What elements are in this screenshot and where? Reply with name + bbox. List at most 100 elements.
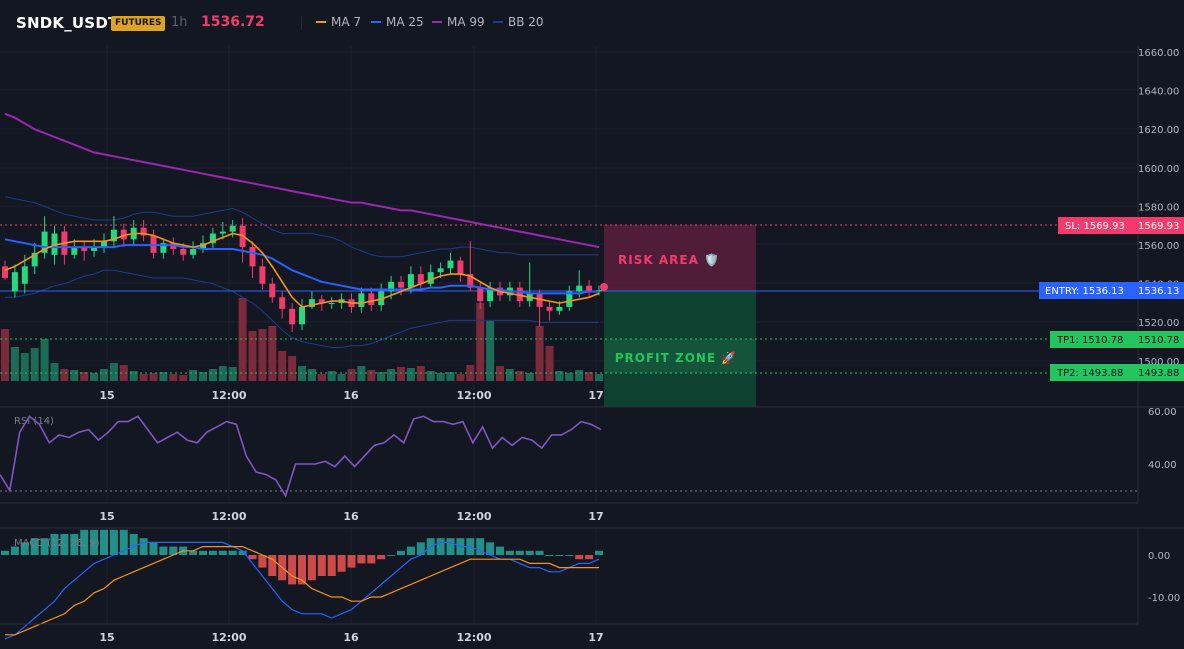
- candle: [130, 220, 137, 246]
- volume-bar: [436, 373, 445, 381]
- candle: [467, 241, 474, 292]
- candle: [110, 216, 117, 248]
- macd-hist-bar: [367, 555, 376, 564]
- price-tick-label: 1600.00: [1138, 164, 1179, 175]
- legend-bb20-label: BB 20: [508, 15, 544, 29]
- macd-hist-bar: [545, 555, 554, 556]
- macd-hist-bar: [268, 555, 277, 576]
- volume-bar: [377, 372, 386, 381]
- candle-body: [398, 281, 404, 288]
- volume-bar: [248, 331, 257, 381]
- candle: [546, 301, 553, 321]
- volume-bar: [268, 326, 277, 381]
- candle-body: [546, 306, 553, 311]
- candle-body: [328, 303, 335, 305]
- candle: [487, 281, 494, 307]
- tp1-tag[interactable]: TP1: 1510.78 1510.78: [1050, 331, 1184, 348]
- macd-hist-bar: [555, 555, 564, 556]
- macd-hist-bar: [218, 550, 227, 555]
- volume-bar: [575, 370, 584, 381]
- candle: [477, 281, 484, 309]
- volume-bar: [347, 369, 356, 381]
- volume-bar: [218, 366, 227, 381]
- candle-body: [407, 274, 414, 288]
- volume-bar: [387, 369, 396, 381]
- candle-body: [101, 241, 107, 248]
- entry-tag[interactable]: ENTRY: 1536.13 1536.13: [1039, 282, 1184, 299]
- volume-bar: [119, 365, 128, 381]
- volume-bar: [1, 329, 9, 381]
- candle-body: [219, 231, 226, 234]
- sl-tag[interactable]: SL: 1569.93 1569.93: [1058, 217, 1184, 234]
- macd-hist-bar: [515, 550, 524, 555]
- ma7-swatch-icon: [316, 21, 326, 23]
- tp2-tag[interactable]: TP2: 1493.88 1493.88: [1050, 364, 1184, 381]
- volume-bar: [228, 367, 237, 381]
- macd-hist-bar: [298, 555, 306, 585]
- legend-ma25[interactable]: MA 25: [371, 15, 424, 29]
- candle-body: [71, 247, 78, 255]
- candle-body: [110, 229, 117, 242]
- volume-bar: [129, 371, 138, 381]
- volume-bar: [208, 369, 217, 381]
- candle: [378, 283, 385, 311]
- timeframe-label[interactable]: 1h: [171, 15, 188, 30]
- volume-bar: [20, 353, 29, 381]
- candle-body: [467, 274, 474, 288]
- time-tick-label: 15: [99, 631, 114, 644]
- time-axis-macd[interactable]: 15 12:00 16 12:00 17: [99, 631, 603, 644]
- current-price-dot: [600, 283, 608, 291]
- legend-ma7[interactable]: MA 7: [316, 15, 361, 29]
- volume-bar: [179, 375, 188, 381]
- time-axis-main[interactable]: 15 12:00 16 12:00 17: [99, 389, 603, 402]
- macd-hist-bar: [228, 550, 237, 555]
- chart-header: SNDK_USDT FUTURES 1h 1536.72 MA 7 MA 25 …: [0, 0, 1184, 46]
- candle-body: [457, 260, 464, 275]
- symbol-name[interactable]: SNDK_USDT: [16, 14, 119, 32]
- candle: [279, 291, 286, 319]
- candle-body: [358, 293, 365, 307]
- legend-ma99[interactable]: MA 99: [432, 15, 485, 29]
- volume-bar: [30, 348, 39, 381]
- macd-hist-bar: [129, 534, 138, 555]
- candle: [417, 266, 424, 290]
- volume-bar: [189, 370, 198, 381]
- candle: [447, 252, 454, 275]
- candle-body: [190, 248, 197, 255]
- candle-body: [586, 285, 593, 292]
- macd-hist-bar: [446, 538, 455, 555]
- volume-bar: [199, 372, 207, 381]
- time-axis-rsi[interactable]: 15 12:00 16 12:00 17: [99, 510, 603, 523]
- legend-bb20[interactable]: BB 20: [493, 15, 544, 29]
- volume-bar: [525, 373, 534, 381]
- macd-hist-bar: [397, 550, 405, 555]
- candle-body: [477, 287, 484, 302]
- candle-body: [269, 283, 276, 298]
- macd-hist-bar: [565, 555, 574, 556]
- volume-bar: [100, 369, 108, 381]
- macd-hist-bar: [416, 542, 425, 555]
- candle-body: [318, 299, 325, 304]
- candle-body: [200, 243, 206, 249]
- macd-hist-bar: [159, 546, 168, 555]
- ma99-swatch-icon: [432, 21, 442, 23]
- price-axis[interactable]: 1660.00 1640.00 1620.00 1600.00 1580.00 1560.…: [1138, 48, 1179, 368]
- volume-bar: [139, 374, 148, 381]
- risk-area-label: RISK AREA 🛡️: [618, 253, 720, 267]
- candle-body: [299, 306, 305, 325]
- candle-body: [229, 225, 236, 232]
- candle-body: [427, 272, 434, 284]
- candle-body: [81, 247, 88, 251]
- tp1-tag-value: 1510.78: [1138, 335, 1179, 346]
- candle-body: [180, 248, 187, 255]
- time-tick-label: 12:00: [456, 631, 491, 644]
- candle: [368, 287, 375, 311]
- candle: [457, 256, 464, 282]
- tp1-tag-label: TP1: 1510.78: [1056, 335, 1123, 346]
- volume-bar: [426, 371, 435, 381]
- volume-bar: [238, 298, 247, 381]
- rsi-tick-40: 40.00: [1148, 460, 1177, 471]
- macd-hist-bar: [307, 555, 316, 581]
- macd-hist-bar: [347, 555, 356, 568]
